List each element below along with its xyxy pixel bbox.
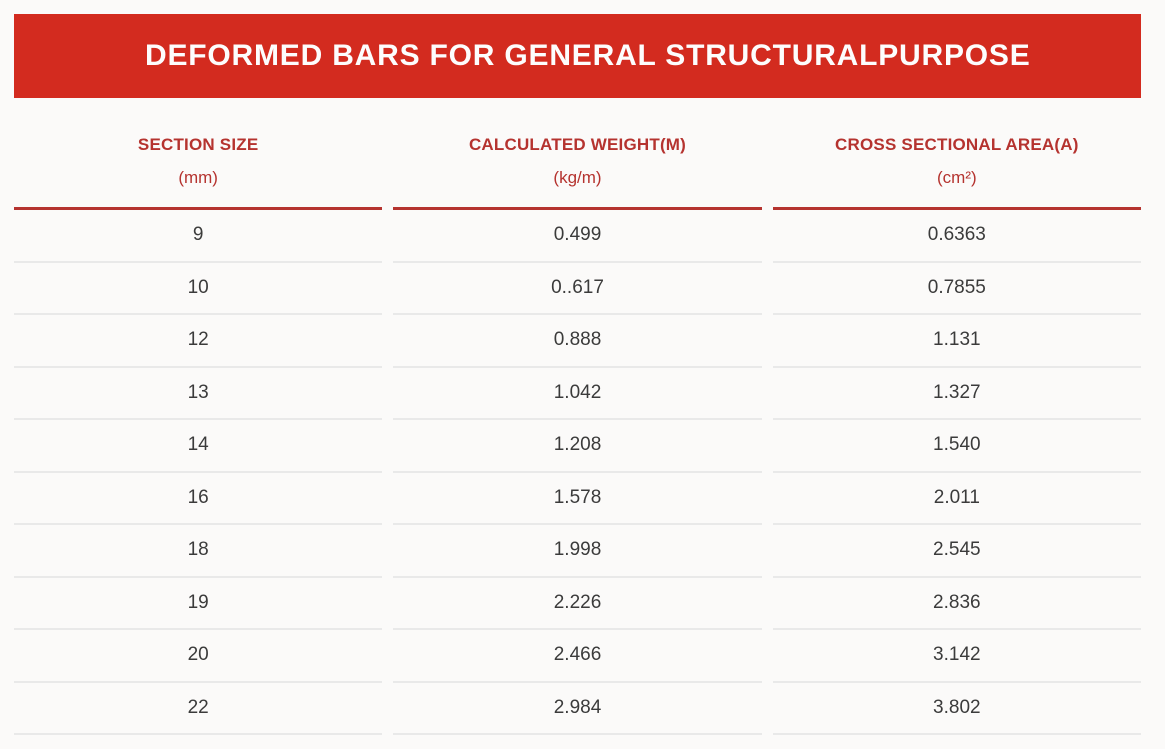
cell-calculated-weight: 0.499 [393, 210, 762, 263]
cell-section-size: 10 [14, 263, 383, 315]
table-row: 20 2.466 3.142 [14, 630, 1141, 683]
table-row: 22 2.984 3.802 [14, 683, 1141, 735]
cell-section-size: 13 [14, 368, 383, 420]
cell-section-size: 16 [14, 473, 383, 525]
cell-section-size: 20 [14, 630, 383, 683]
cell-cross-sectional-area: 2.836 [772, 578, 1141, 630]
column-label: CALCULATED WEIGHT(M) [468, 135, 687, 154]
cell-calculated-weight: 2.226 [393, 578, 762, 630]
cell-cross-sectional-area: 0.6363 [772, 210, 1141, 263]
table-row: 16 1.578 2.011 [14, 473, 1141, 525]
cell-section-size: 9 [14, 210, 383, 263]
cell-cross-sectional-area: 1.540 [772, 420, 1141, 473]
cell-section-size: 12 [14, 315, 383, 368]
cell-calculated-weight: 2.984 [393, 683, 762, 735]
column-header-cross-sectional-area: CROSS SECTIONAL AREA(A) (cm²) [772, 98, 1141, 210]
cell-cross-sectional-area: 2.545 [772, 525, 1141, 578]
cell-cross-sectional-area: 1.327 [772, 368, 1141, 420]
table-header-row: SECTION SIZE (mm) CALCULATED WEIGHT(M) (… [14, 98, 1141, 210]
column-header-section-size: SECTION SIZE (mm) [14, 98, 383, 210]
column-label: SECTION SIZE [137, 135, 259, 154]
cell-calculated-weight: 0.888 [393, 315, 762, 368]
column-unit: (cm²) [937, 168, 977, 187]
cell-section-size: 22 [14, 683, 383, 735]
deformed-bars-table: SECTION SIZE (mm) CALCULATED WEIGHT(M) (… [14, 98, 1141, 735]
cell-calculated-weight: 1.042 [393, 368, 762, 420]
column-header-calculated-weight: CALCULATED WEIGHT(M) (kg/m) [393, 98, 762, 210]
cell-calculated-weight: 1.208 [393, 420, 762, 473]
table-row: 14 1.208 1.540 [14, 420, 1141, 473]
cell-cross-sectional-area: 3.142 [772, 630, 1141, 683]
cell-cross-sectional-area: 0.7855 [772, 263, 1141, 315]
table-row: 19 2.226 2.836 [14, 578, 1141, 630]
table-row: 12 0.888 1.131 [14, 315, 1141, 368]
cell-cross-sectional-area: 1.131 [772, 315, 1141, 368]
cell-section-size: 18 [14, 525, 383, 578]
cell-calculated-weight: 0..617 [393, 263, 762, 315]
cell-section-size: 19 [14, 578, 383, 630]
cell-cross-sectional-area: 3.802 [772, 683, 1141, 735]
cell-cross-sectional-area: 2.011 [772, 473, 1141, 525]
column-label: CROSS SECTIONAL AREA(A) [835, 135, 1079, 154]
table-row: 9 0.499 0.6363 [14, 210, 1141, 263]
column-unit: (kg/m) [553, 168, 602, 187]
column-unit: (mm) [178, 168, 218, 187]
cell-section-size: 14 [14, 420, 383, 473]
cell-calculated-weight: 1.998 [393, 525, 762, 578]
table-row: 13 1.042 1.327 [14, 368, 1141, 420]
table-row: 18 1.998 2.545 [14, 525, 1141, 578]
page-title: DEFORMED BARS FOR GENERAL STRUCTURALPURP… [145, 39, 1031, 72]
title-banner: DEFORMED BARS FOR GENERAL STRUCTURALPURP… [14, 14, 1141, 98]
table-row: 10 0..617 0.7855 [14, 263, 1141, 315]
cell-calculated-weight: 1.578 [393, 473, 762, 525]
cell-calculated-weight: 2.466 [393, 630, 762, 683]
